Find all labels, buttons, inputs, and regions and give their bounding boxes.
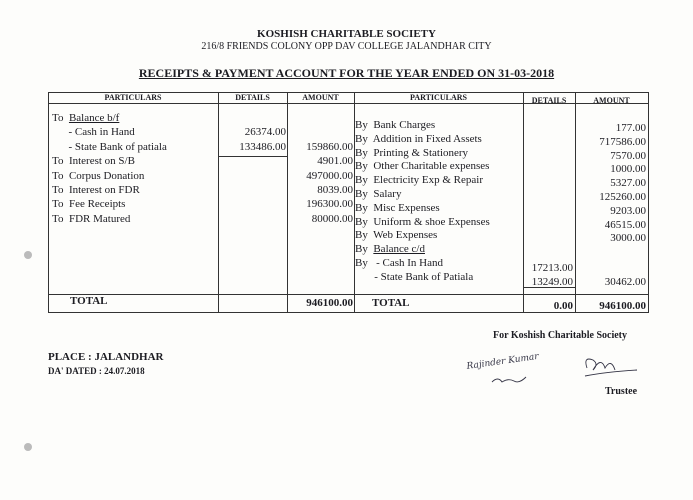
signature-rajinder: Rajinder Kumar <box>466 351 540 372</box>
signature-flourish <box>491 376 527 383</box>
payment-particular: By Uniform & shoe Expenses <box>355 215 490 228</box>
dated: DA' DATED : 24.07.2018 <box>48 366 145 376</box>
total-label: TOTAL <box>70 295 108 307</box>
col-particulars: PARTICULARS <box>410 93 467 102</box>
receipt-amount: 159860.00 <box>306 140 353 153</box>
payment-particular: By - Cash In Hand <box>355 257 443 269</box>
col-amount: AMOUNT <box>302 93 339 102</box>
page-title: RECEIPTS & PAYMENT ACCOUNT FOR THE YEAR … <box>138 66 555 80</box>
payment-amount: 46515.00 <box>604 218 646 231</box>
trustee-label: Trustee <box>605 386 638 397</box>
payment-amount: 7570.00 <box>610 149 646 162</box>
receipt-amount: 4901.00 <box>317 155 353 168</box>
payment-particular: - State Bank of Patiala <box>355 270 474 283</box>
punch-hole <box>24 443 32 451</box>
receipt-particular: To Interest on FDR <box>52 184 140 196</box>
place: PLACE : JALANDHAR <box>48 351 164 363</box>
payment-amount: 30462.00 <box>604 275 646 288</box>
payment-particular: By Misc Expenses <box>355 201 440 214</box>
receipt-particular: - Cash in Hand <box>52 126 135 139</box>
payment-amount: 9203.00 <box>610 204 646 217</box>
payment-amount: 5327.00 <box>610 177 646 190</box>
payment-particular: By Printing & Stationery <box>355 146 469 159</box>
col-particulars: PARTICULARS <box>104 93 162 102</box>
payment-amount: 125260.00 <box>599 191 646 203</box>
org-name: KOSHISH CHARITABLE SOCIETY <box>257 28 436 40</box>
payment-particular: By Other Charitable expenses <box>355 160 490 173</box>
receipt-particular: To Corpus Donation <box>52 169 145 182</box>
for-society: For Koshish Charitable Society <box>493 330 627 341</box>
total-left-amount: 946100.00 <box>306 297 353 309</box>
payment-details: 17213.00 <box>531 262 573 274</box>
payment-particular: By Balance c/d <box>355 243 425 256</box>
receipt-amount: 8039.00 <box>317 184 353 196</box>
receipt-particular: To Interest on S/B <box>52 155 135 168</box>
receipt-particular: To Fee Receipts <box>52 198 126 211</box>
payment-particular: By Salary <box>355 188 402 200</box>
payment-particular: By Electricity Exp & Repair <box>355 174 483 187</box>
payment-particular: By Web Expenses <box>355 229 438 242</box>
punch-hole <box>24 251 32 259</box>
receipt-particular: To FDR Matured <box>52 212 131 225</box>
payment-amount: 3000.00 <box>610 232 646 245</box>
total-right-amount: 946100.00 <box>599 300 646 312</box>
org-address: 216/8 FRIENDS COLONY OPP DAV COLLEGE JAL… <box>201 41 492 52</box>
receipt-details: 26374.00 <box>244 126 286 139</box>
col-details: DETAILS <box>235 93 270 102</box>
payment-particular: By Bank Charges <box>355 119 436 131</box>
receipt-particular: To Balance b/f <box>52 112 120 124</box>
col-amount: AMOUNT <box>593 96 630 105</box>
payment-details: 13249.00 <box>531 275 573 288</box>
receipt-amount: 196300.00 <box>306 198 353 211</box>
total-right-details: 0.00 <box>553 300 573 312</box>
receipt-details: 133486.00 <box>239 140 286 153</box>
receipt-amount: 80000.00 <box>311 212 353 225</box>
payment-amount: 1000.00 <box>610 163 646 176</box>
receipt-particular: - State Bank of patiala <box>52 140 167 153</box>
total-label: TOTAL <box>372 297 410 309</box>
col-details: DETAILS <box>531 96 567 105</box>
signature-trustee <box>584 358 638 377</box>
payment-particular: By Addition in Fixed Assets <box>355 132 482 145</box>
payment-amount: 717586.00 <box>599 135 646 148</box>
receipt-amount: 497000.00 <box>306 169 353 182</box>
payment-amount: 177.00 <box>615 122 646 134</box>
